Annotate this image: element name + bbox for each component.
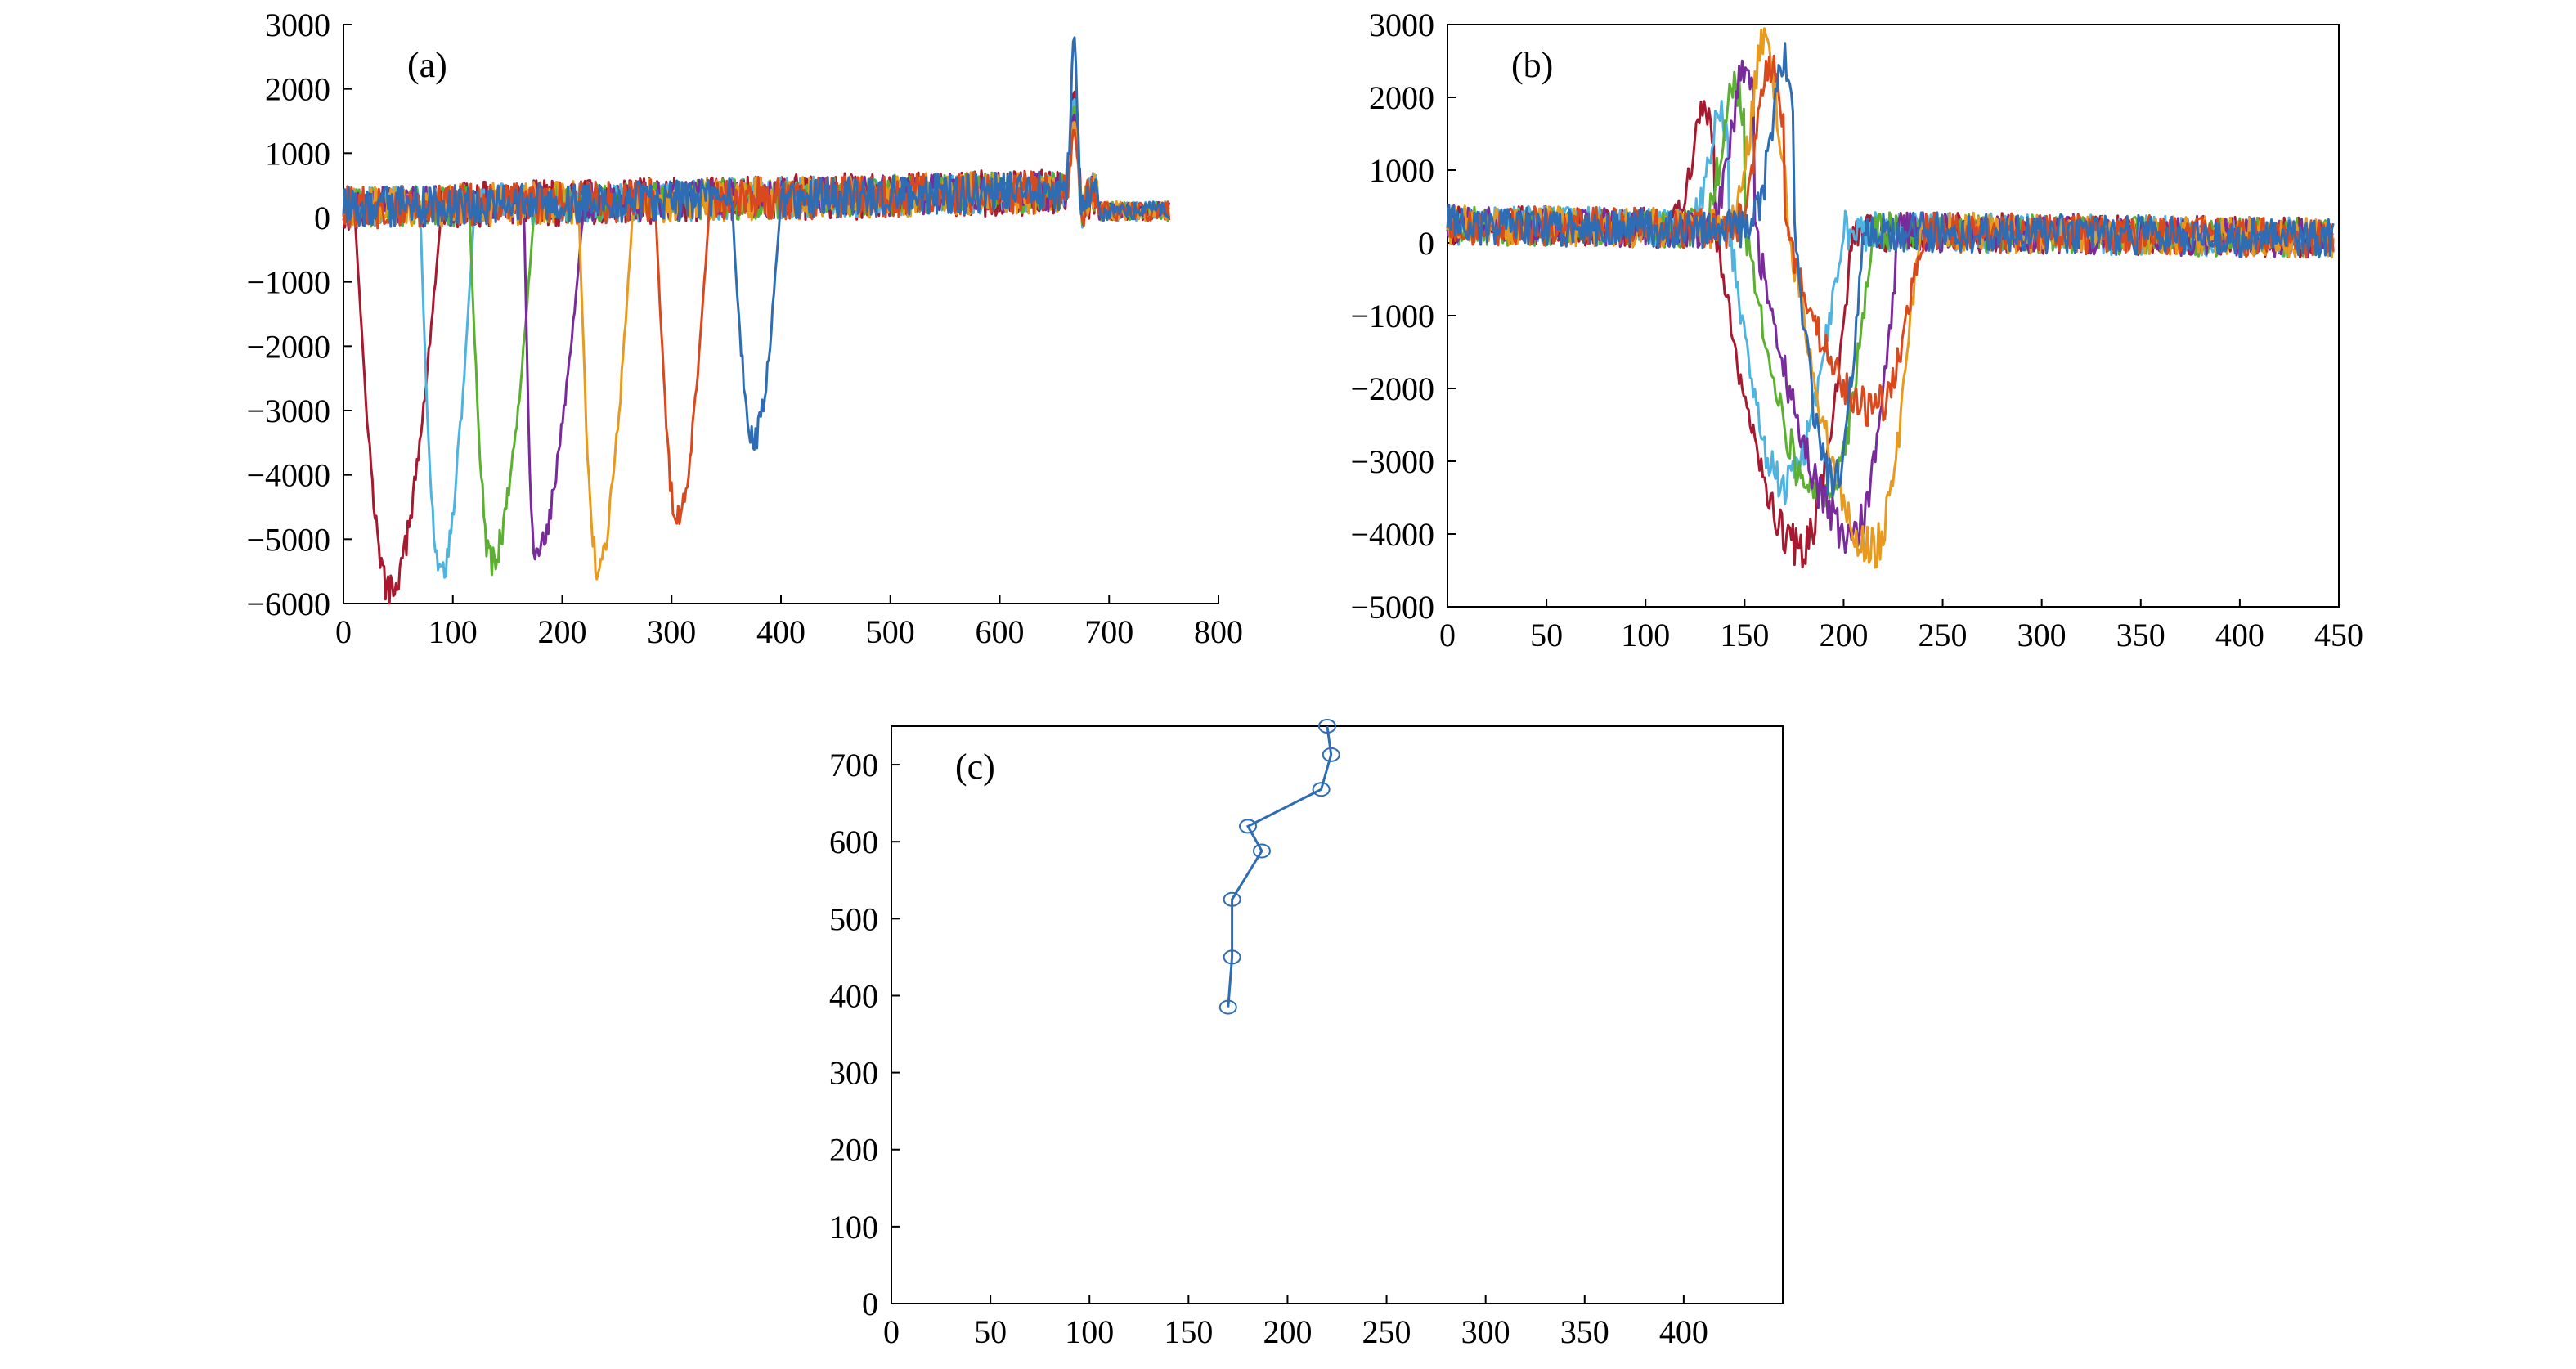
y-tick-label: 0 (1418, 225, 1434, 262)
panel-label: (b) (1511, 45, 1553, 85)
x-tick-label: 200 (538, 613, 587, 650)
y-tick-label: 1000 (1369, 152, 1434, 189)
panel-b-line-chart: 0 50 100 150 200 250 300 350 400 450 3000 2000 1000 0… (1350, 7, 2363, 653)
x-tick-label: 50 (1530, 617, 1563, 653)
x-tick-label: 500 (866, 613, 915, 650)
data-point-marker (1239, 819, 1257, 834)
x-tick-label: 400 (756, 613, 806, 650)
panel-label: (c) (955, 747, 995, 787)
y-tick-label: −2000 (246, 328, 330, 365)
y-tick-label: 700 (829, 747, 878, 783)
y-tick-label: 400 (829, 977, 878, 1014)
x-tick-label: 300 (1461, 1313, 1510, 1350)
x-tick-label: 400 (2215, 617, 2264, 653)
y-tick-label: 0 (862, 1286, 878, 1322)
x-tick-label: 700 (1084, 613, 1133, 650)
x-tick-label: 600 (976, 613, 1025, 650)
y-tick-label: −2000 (1350, 370, 1434, 407)
panel-c-line-chart: 0 50 100 150 200 250 300 350 400 700 600 500 400 300 2… (829, 719, 1784, 1350)
y-tick-label: −1000 (1350, 298, 1434, 334)
x-tick-label: 0 (335, 613, 352, 650)
y-tick-label: −6000 (246, 586, 330, 622)
x-tick-label: 450 (2314, 617, 2363, 653)
y-tick-label: 300 (829, 1055, 878, 1092)
x-tick-label: 250 (1919, 617, 1968, 653)
x-tick-label: 50 (974, 1313, 1007, 1350)
series-line-2 (342, 97, 1170, 579)
series-line (1227, 725, 1333, 1008)
y-tick-label: 1000 (265, 135, 330, 172)
x-tick-label: 0 (1439, 617, 1456, 653)
y-tick-label: 3000 (265, 7, 330, 43)
y-tick-label: −3000 (246, 393, 330, 429)
data-point-marker (1218, 999, 1237, 1015)
y-tick-label: 500 (829, 900, 878, 937)
series-line-7 (342, 36, 1170, 451)
panel-label: (a) (407, 45, 447, 85)
x-tick-label: 200 (1263, 1313, 1312, 1350)
plot-frame (891, 725, 1784, 1304)
x-tick-label: 300 (2017, 617, 2067, 653)
x-tick-label: 350 (2116, 617, 2165, 653)
data-point-marker (1252, 843, 1271, 859)
x-tick-label: 250 (1362, 1313, 1411, 1350)
y-tick-label: 100 (829, 1209, 878, 1246)
series-line-2 (1446, 100, 2335, 506)
y-tick-label: 200 (829, 1132, 878, 1169)
x-tick-label: 150 (1720, 617, 1769, 653)
y-tick-label: 600 (829, 824, 878, 860)
y-tick-label: −5000 (246, 521, 330, 558)
x-tick-label: 100 (429, 613, 478, 650)
y-tick-label: −5000 (1350, 589, 1434, 626)
x-tick-label: 100 (1065, 1313, 1114, 1350)
x-tick-label: 0 (883, 1313, 900, 1350)
y-tick-label: −3000 (1350, 443, 1434, 480)
data-point-marker (1322, 747, 1340, 762)
data-point-marker (1312, 782, 1331, 797)
x-tick-label: 100 (1621, 617, 1670, 653)
series-line-7 (1446, 42, 2335, 497)
panel-a-line-chart: 0 100 200 300 400 500 600 700 800 3000 2000 1000 0 −1… (246, 7, 1243, 650)
data-point-marker (1223, 949, 1241, 965)
plot-frame (1447, 24, 2340, 608)
y-tick-label: 2000 (1369, 79, 1434, 116)
data-point-marker (1317, 719, 1336, 734)
series-line-5 (1446, 27, 2335, 569)
data-point-marker (1223, 891, 1241, 907)
x-tick-label: 200 (1819, 617, 1868, 653)
y-tick-label: −4000 (246, 457, 330, 494)
y-tick-label: 3000 (1369, 7, 1434, 43)
series-line-4 (1446, 59, 2335, 554)
y-tick-label: −1000 (246, 264, 330, 301)
x-tick-label: 350 (1560, 1313, 1609, 1350)
series-line-1 (1446, 100, 2335, 569)
x-tick-label: 400 (1659, 1313, 1708, 1350)
y-tick-label: 0 (314, 200, 330, 236)
y-tick-label: 2000 (265, 71, 330, 108)
x-tick-label: 800 (1194, 613, 1243, 650)
y-tick-label: −4000 (1350, 516, 1434, 553)
series-line-3 (1446, 70, 2335, 508)
x-tick-label: 150 (1164, 1313, 1213, 1350)
series-line-1 (342, 90, 1170, 605)
x-tick-label: 300 (647, 613, 696, 650)
